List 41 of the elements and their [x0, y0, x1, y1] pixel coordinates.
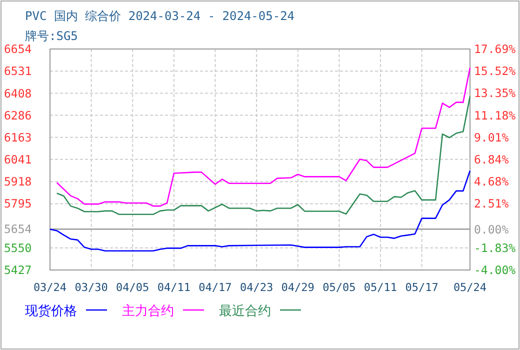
x-tick-label: 04/23	[240, 281, 274, 294]
x-tick-label: 04/17	[198, 281, 232, 294]
y-tick-label: 6286	[4, 108, 32, 122]
x-tick-label: 04/05	[116, 281, 150, 294]
y-tick-label: 5654	[4, 222, 32, 236]
line-series	[56, 96, 471, 215]
x-tick-label: 03/30	[74, 281, 108, 294]
legend-label: 现货价格	[25, 304, 77, 319]
y-tick-label: 6163	[4, 130, 32, 144]
y2-tick-label: 13.35%	[474, 86, 516, 100]
line-series	[49, 170, 471, 252]
y2-tick-label: 15.52%	[474, 64, 516, 78]
y2-tick-label: 4.68%	[474, 174, 509, 189]
x-tick-label: 05/05	[322, 281, 356, 294]
y2-tick-label: 6.84%	[474, 152, 509, 167]
line-series	[56, 67, 471, 207]
y-tick-label: 5427	[4, 263, 32, 278]
x-tick-label: 04/11	[157, 281, 190, 294]
legend-label: 最近合约	[219, 304, 271, 319]
y-tick-label: 6041	[4, 152, 32, 166]
x-tick-label: 05/24	[453, 281, 487, 294]
y-tick-label: 5795	[4, 196, 32, 211]
y2-tick-label: -1.83%	[474, 240, 516, 255]
y2-tick-label: 11.18%	[474, 108, 516, 122]
y-tick-label: 5918	[4, 174, 32, 189]
y-tick-label: 6408	[4, 86, 32, 100]
y-tick-label: 6654	[4, 42, 32, 56]
x-tick-label: 05/17	[405, 281, 438, 294]
legend-label: 主力合约	[122, 303, 174, 319]
x-tick-label: 04/29	[281, 281, 314, 294]
y-tick-label: 5550	[4, 240, 32, 255]
x-tick-label: 03/24	[33, 281, 67, 294]
y-tick-label: 6531	[4, 64, 32, 78]
y2-tick-label: 0.00%	[474, 222, 509, 236]
y2-tick-label: 17.69%	[474, 42, 516, 56]
y2-tick-label: -4.00%	[474, 263, 516, 278]
chart-subtitle: 牌号:SG5	[25, 29, 78, 43]
chart-title: PVC 国内 综合价 2024-03-24 - 2024-05-24	[25, 9, 295, 23]
x-tick-label: 05/11	[364, 281, 398, 294]
y2-tick-label: 9.01%	[474, 130, 509, 144]
y2-tick-label: 2.51%	[474, 196, 509, 211]
